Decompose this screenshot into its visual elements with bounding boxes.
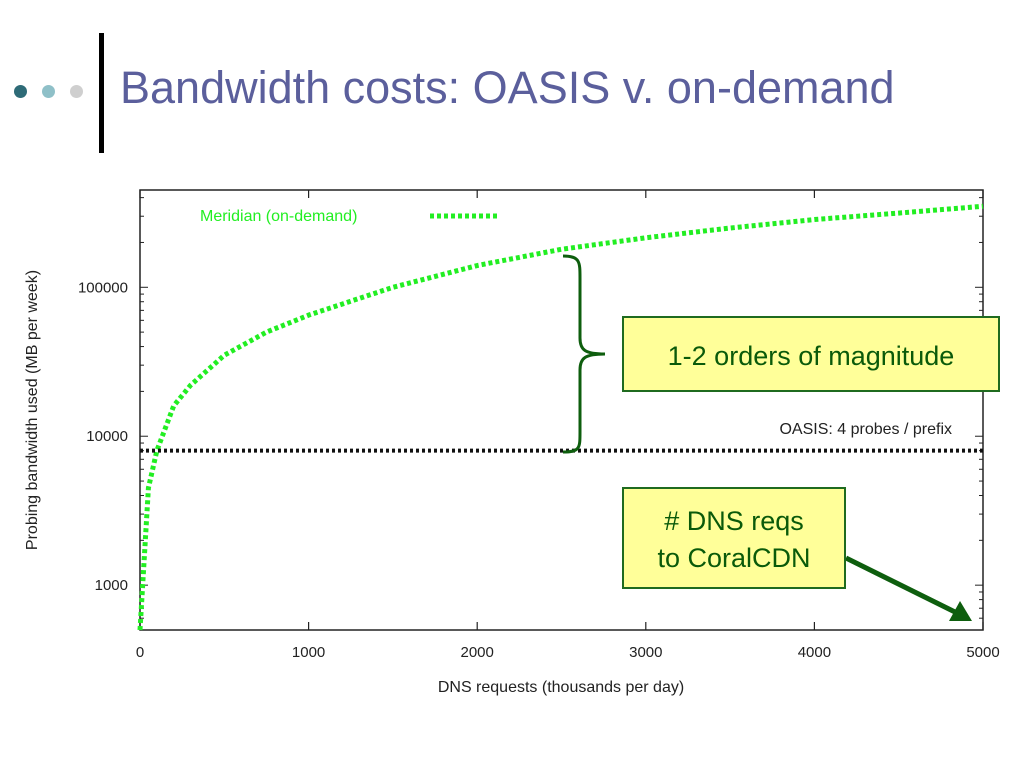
x-axis-label: DNS requests (thousands per day) [438,679,684,696]
series-layer [137,203,984,631]
x-tick-label: 5000 [966,644,999,661]
dns-callout: # DNS reqs to CoralCDN [622,487,846,589]
y-tick-label: 1000 [95,577,128,594]
dns-arrow [844,555,959,616]
magnitude-callout-text: 1-2 orders of magnitude [667,341,955,371]
y-tick-label: 100000 [78,279,128,296]
bullet-dot-3 [70,85,83,98]
bullet-dot-2 [42,85,55,98]
y-tick-label: 10000 [86,428,128,445]
magnitude-callout: 1-2 orders of magnitude [622,316,1000,392]
magnitude-brace [562,254,606,454]
oasis-label: OASIS: 4 probes / prefix [779,421,952,438]
x-tick-label: 3000 [629,644,662,661]
x-axis-ticks: 0 1000 2000 3000 4000 5000 [136,190,1000,661]
dns-callout-line2: to CoralCDN [657,543,811,573]
x-tick-label: 4000 [798,644,831,661]
x-tick-label: 1000 [292,644,325,661]
bullet-dot-1 [14,85,27,98]
dns-callout-line1: # DNS reqs [664,506,804,536]
title-divider [99,33,104,153]
x-tick-label: 0 [136,644,144,661]
y-axis-ticks: 1000 10000 100000 [78,197,983,631]
legend-label-meridian: Meridian (on-demand) [200,208,357,225]
slide-title: Bandwidth costs: OASIS v. on-demand [120,62,895,113]
y-axis-label: Probing bandwidth used (MB per week) [24,270,41,550]
dns-arrow-head [949,601,972,621]
x-tick-label: 2000 [461,644,494,661]
series-line-meridian [137,203,984,631]
bullet-dots [14,85,94,105]
